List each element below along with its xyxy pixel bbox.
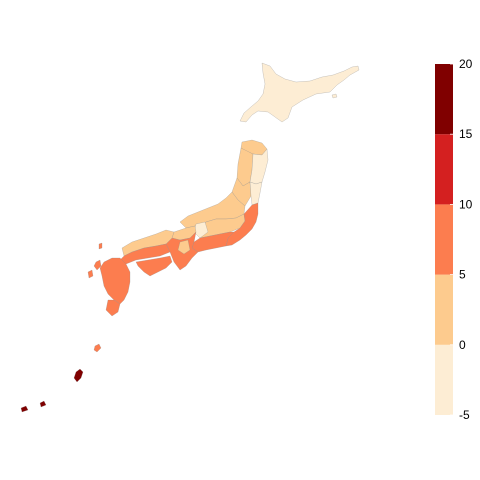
region-hokkaido xyxy=(239,62,360,123)
region-nansei-north xyxy=(93,343,102,353)
region-kinki-light xyxy=(177,239,191,255)
legend-tick-labels: 20 15 10 5 0 -5 xyxy=(450,57,473,422)
legend-tick-label-0: 20 xyxy=(459,57,473,71)
legend-color-bins xyxy=(435,64,453,415)
region-kyushu-islet-1 xyxy=(93,259,102,271)
legend-bin-0 xyxy=(435,344,453,415)
region-tohoku-south-east xyxy=(249,181,263,206)
region-sakishima-1 xyxy=(20,405,29,413)
region-sakishima-2 xyxy=(39,400,47,408)
legend-tick-label-4: 0 xyxy=(459,338,466,352)
region-kyushu-islet-2 xyxy=(87,269,94,279)
color-legend: 20 15 10 5 0 -5 xyxy=(435,57,473,422)
legend-bin-4 xyxy=(435,64,453,135)
legend-tick-label-5: -5 xyxy=(459,408,470,422)
region-hokkaido-islet xyxy=(331,93,338,99)
region-kyushu-south xyxy=(105,299,121,317)
legend-bin-2 xyxy=(435,204,453,275)
region-kyushu xyxy=(99,257,131,305)
region-tohoku-east xyxy=(249,148,269,185)
region-okinawa xyxy=(73,368,84,383)
prefecture-regions xyxy=(20,62,360,413)
legend-bin-1 xyxy=(435,274,453,345)
region-kanto xyxy=(225,202,259,247)
legend-tick-label-3: 5 xyxy=(459,268,466,282)
region-shikoku xyxy=(135,255,173,277)
legend-tick-label-2: 10 xyxy=(459,197,473,211)
region-kyushu-islet-3 xyxy=(98,242,103,250)
legend-bin-3 xyxy=(435,134,453,205)
legend-tick-label-1: 15 xyxy=(459,127,473,141)
